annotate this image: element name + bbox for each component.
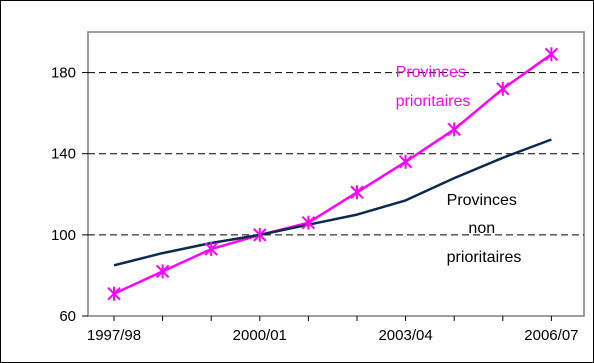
data-point-marker	[204, 242, 218, 257]
data-point-marker	[447, 122, 461, 137]
y-tick-label: 140	[51, 146, 76, 163]
x-axis-ticks: 1997/98 2000/01 2003/04 2006/07	[87, 316, 579, 344]
data-point-marker	[350, 185, 364, 200]
series-label-non-prioritaires-line-1: Provinces	[447, 192, 517, 209]
series-lines	[113, 53, 553, 295]
x-tick-label: 1997/98	[87, 327, 141, 344]
x-tick-label: 2006/07	[524, 327, 578, 344]
y-axis-ticks: 60 100 140 180	[51, 65, 88, 325]
series-label-prioritaires: Provinces prioritaires	[396, 64, 471, 110]
data-point-marker	[107, 286, 121, 301]
y-tick-label: 180	[51, 65, 76, 82]
series-markers	[107, 47, 559, 301]
series-line-0	[113, 53, 553, 295]
series-label-prioritaires-line-1: Provinces	[396, 64, 466, 81]
series-label-non-prioritaires: Provinces non prioritaires	[447, 192, 522, 266]
series-label-prioritaires-line-2: prioritaires	[396, 93, 471, 110]
data-point-marker	[253, 227, 267, 242]
y-tick-label: 100	[51, 227, 76, 244]
data-point-marker	[496, 81, 510, 96]
data-point-marker	[301, 215, 316, 230]
data-point-marker	[398, 154, 413, 169]
data-point-marker	[544, 47, 559, 62]
series-line-1	[113, 138, 552, 267]
y-tick-label: 60	[59, 308, 76, 325]
series-label-non-prioritaires-line-3: prioritaires	[447, 249, 522, 266]
series-label-non-prioritaires-line-2: non	[468, 220, 495, 237]
x-tick-label: 2003/04	[378, 327, 432, 344]
x-tick-label: 2000/01	[233, 327, 287, 344]
gridlines	[88, 72, 584, 236]
data-point-marker	[155, 264, 170, 279]
